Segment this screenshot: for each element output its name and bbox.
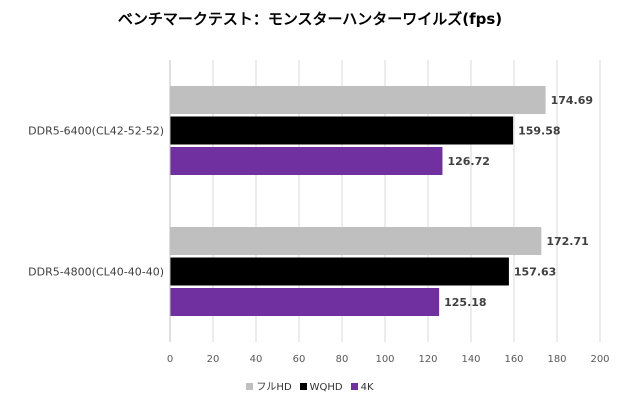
data-label: 174.69 bbox=[551, 94, 593, 107]
data-label: 172.71 bbox=[546, 235, 588, 248]
x-tick-label: 100 bbox=[375, 354, 394, 365]
x-tick-label: 0 bbox=[167, 354, 173, 365]
bar bbox=[170, 147, 443, 175]
x-tick-label: 60 bbox=[293, 354, 306, 365]
x-tick-label: 20 bbox=[207, 354, 220, 365]
legend-item: フルHD bbox=[246, 378, 292, 393]
x-tick-label: 200 bbox=[590, 354, 609, 365]
x-tick-label: 80 bbox=[336, 354, 349, 365]
x-tick-label: 40 bbox=[250, 354, 263, 365]
legend-label: WQHD bbox=[309, 382, 343, 393]
legend-label: 4K bbox=[360, 382, 374, 393]
x-tick-label: 120 bbox=[418, 354, 437, 365]
bar bbox=[170, 257, 509, 286]
legend-item: WQHD bbox=[299, 382, 343, 393]
data-label: 125.18 bbox=[444, 296, 486, 309]
data-label: 126.72 bbox=[447, 155, 489, 168]
legend-label: フルHD bbox=[256, 382, 292, 393]
chart-title: ベンチマークテスト：モンスターハンターワイルズ(fps) bbox=[117, 10, 503, 28]
legend-swatch bbox=[350, 383, 358, 390]
category-label: DDR5-4800(CL40-40-40) bbox=[28, 266, 164, 279]
x-tick-label: 140 bbox=[461, 354, 480, 365]
bar bbox=[170, 86, 546, 114]
bar bbox=[170, 227, 542, 255]
data-label: 157.63 bbox=[514, 266, 556, 279]
bar bbox=[170, 288, 440, 316]
category-label: DDR5-6400(CL42-52-52) bbox=[28, 125, 164, 138]
data-label: 159.58 bbox=[518, 125, 560, 138]
legend-swatch bbox=[299, 383, 307, 390]
legend-item: 4K bbox=[350, 382, 374, 393]
legend-swatch bbox=[246, 383, 254, 390]
x-tick-label: 180 bbox=[547, 354, 566, 365]
x-tick-label: 160 bbox=[504, 354, 523, 365]
bar bbox=[170, 116, 514, 145]
legend: フルHD WQHD 4K bbox=[0, 378, 620, 393]
